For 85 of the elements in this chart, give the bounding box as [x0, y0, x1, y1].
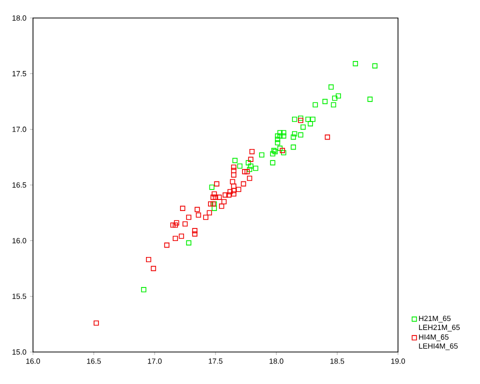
point	[236, 186, 242, 192]
point	[244, 169, 250, 174]
point	[322, 98, 328, 104]
point	[274, 140, 280, 146]
point	[206, 210, 212, 216]
point	[146, 257, 152, 262]
point	[180, 206, 186, 211]
point	[242, 169, 248, 174]
point	[277, 130, 283, 136]
point	[248, 163, 254, 169]
point	[172, 236, 178, 242]
point	[367, 96, 373, 102]
point	[270, 160, 276, 166]
point	[290, 134, 296, 140]
point	[298, 118, 304, 124]
point	[290, 144, 296, 150]
point	[270, 151, 276, 156]
point	[332, 96, 338, 101]
point	[218, 204, 224, 209]
point	[212, 191, 217, 196]
point	[231, 172, 236, 178]
point	[232, 158, 238, 164]
point	[228, 189, 233, 194]
point	[328, 84, 334, 90]
point	[150, 266, 156, 272]
point	[226, 192, 232, 198]
point	[298, 116, 304, 121]
point	[182, 221, 188, 227]
point	[312, 102, 318, 108]
point	[300, 124, 306, 130]
point	[222, 192, 228, 198]
point	[274, 133, 280, 139]
point	[212, 206, 217, 211]
point	[216, 194, 222, 200]
point	[246, 176, 252, 181]
point	[141, 287, 146, 292]
point	[172, 222, 178, 228]
point	[330, 102, 336, 108]
point	[292, 116, 298, 122]
point	[231, 164, 236, 170]
point	[94, 320, 99, 326]
point	[372, 63, 378, 68]
point	[281, 133, 286, 139]
point	[240, 181, 246, 186]
point	[292, 131, 298, 136]
point	[164, 242, 170, 248]
point	[231, 191, 236, 196]
point	[174, 220, 180, 226]
point	[196, 212, 202, 218]
point	[178, 234, 184, 239]
point	[305, 116, 311, 122]
point	[298, 132, 304, 138]
point	[210, 194, 216, 200]
point	[324, 134, 330, 140]
point	[214, 181, 220, 186]
point	[186, 240, 192, 246]
point	[231, 168, 236, 174]
point	[253, 166, 258, 171]
point	[277, 133, 283, 139]
point	[277, 146, 283, 151]
point	[310, 116, 316, 122]
point	[192, 228, 198, 234]
point	[237, 163, 242, 169]
point	[249, 149, 255, 154]
point	[281, 130, 286, 136]
point	[246, 166, 252, 172]
point	[230, 179, 236, 184]
point	[259, 152, 264, 158]
point	[281, 150, 286, 156]
point	[352, 61, 358, 66]
point	[209, 184, 214, 190]
point	[212, 194, 218, 200]
point	[336, 93, 341, 99]
point	[192, 231, 198, 237]
point	[194, 206, 200, 212]
point	[248, 156, 254, 162]
point	[274, 136, 280, 142]
point	[170, 222, 176, 228]
point	[186, 214, 192, 220]
point	[208, 201, 214, 207]
point	[308, 121, 313, 126]
point	[203, 214, 208, 220]
point	[280, 148, 286, 154]
point	[221, 199, 227, 204]
point	[246, 160, 251, 166]
